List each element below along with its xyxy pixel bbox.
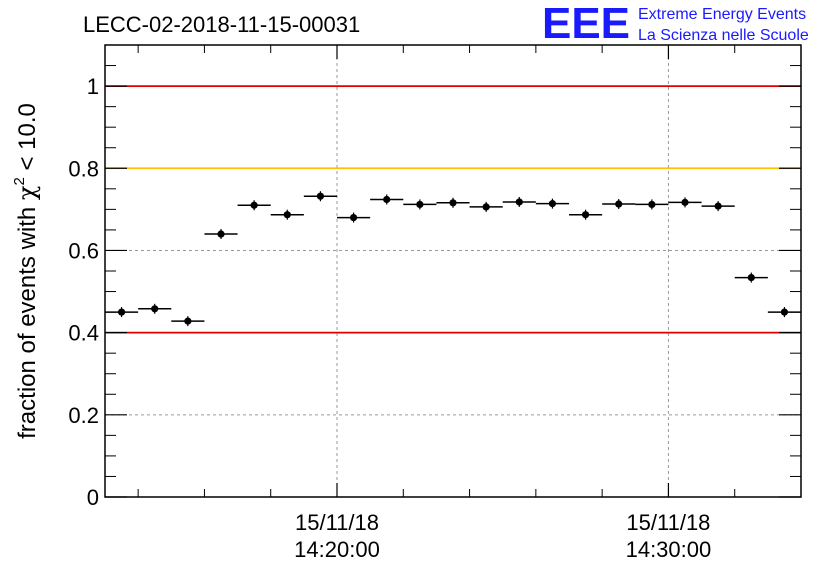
data-point — [502, 196, 536, 207]
data-point — [701, 201, 735, 212]
grid — [105, 45, 801, 497]
y-tick-label: 0.2 — [68, 403, 99, 428]
data-point — [602, 199, 636, 210]
y-tick-label: 0.6 — [68, 238, 99, 263]
logo-mark: EEE — [542, 0, 630, 48]
point-marker — [482, 203, 490, 211]
point-marker — [714, 202, 722, 210]
point-marker — [747, 273, 755, 282]
data-point — [668, 197, 702, 208]
data-point — [303, 191, 337, 202]
x-tick-date: 15/11/18 — [295, 510, 379, 535]
data-point — [734, 272, 768, 283]
data-point — [469, 201, 503, 212]
reference-lines — [105, 85, 801, 334]
point-marker — [117, 308, 126, 316]
y-tick-label: 0.8 — [68, 156, 99, 181]
data-point — [138, 303, 172, 314]
data-points — [105, 191, 801, 327]
logo-line-2: La Scienza nelle Scuole — [638, 27, 809, 44]
data-point — [270, 209, 304, 220]
point-marker — [681, 198, 689, 206]
point-marker — [151, 305, 159, 313]
chart-title: LECC-02-2018-11-15-00031 — [83, 12, 360, 37]
data-point — [171, 316, 205, 327]
data-point — [337, 212, 371, 223]
data-point — [436, 197, 470, 208]
y-axis: 0 0.2 0.4 0.6 0.8 1 — [68, 44, 801, 510]
point-marker — [581, 211, 590, 219]
data-point — [569, 209, 603, 220]
point-marker — [416, 200, 424, 209]
data-point — [370, 194, 404, 205]
data-point — [535, 198, 569, 209]
y-tick-label: 0 — [87, 485, 99, 510]
point-marker — [648, 200, 656, 209]
point-marker — [449, 199, 457, 207]
y-axis-label: fraction of events with χ2 < 10.0 — [11, 103, 41, 439]
eee-logo: EEE Extreme Energy Events La Scienza nel… — [542, 0, 809, 48]
point-marker — [217, 230, 225, 238]
y-tick-label: 1 — [87, 74, 99, 99]
y-tick-label: 0.4 — [68, 321, 99, 346]
point-marker — [615, 200, 623, 208]
point-marker — [515, 198, 523, 206]
point-marker — [349, 213, 358, 222]
logo-line-1: Extreme Energy Events — [638, 6, 806, 23]
data-point — [635, 199, 669, 210]
x-tick-time: 14:20:00 — [294, 537, 380, 562]
point-marker — [250, 201, 258, 209]
data-point — [204, 229, 238, 240]
point-marker — [780, 308, 789, 316]
x-tick-date: 15/11/18 — [626, 510, 710, 535]
point-marker — [283, 211, 291, 219]
x-tick-time: 14:30:00 — [626, 537, 712, 562]
point-marker — [316, 192, 325, 200]
data-point — [237, 200, 271, 211]
point-marker — [383, 195, 391, 204]
point-marker — [548, 200, 557, 208]
point-marker — [184, 317, 192, 325]
plot-frame — [104, 44, 802, 498]
data-point — [403, 199, 437, 210]
